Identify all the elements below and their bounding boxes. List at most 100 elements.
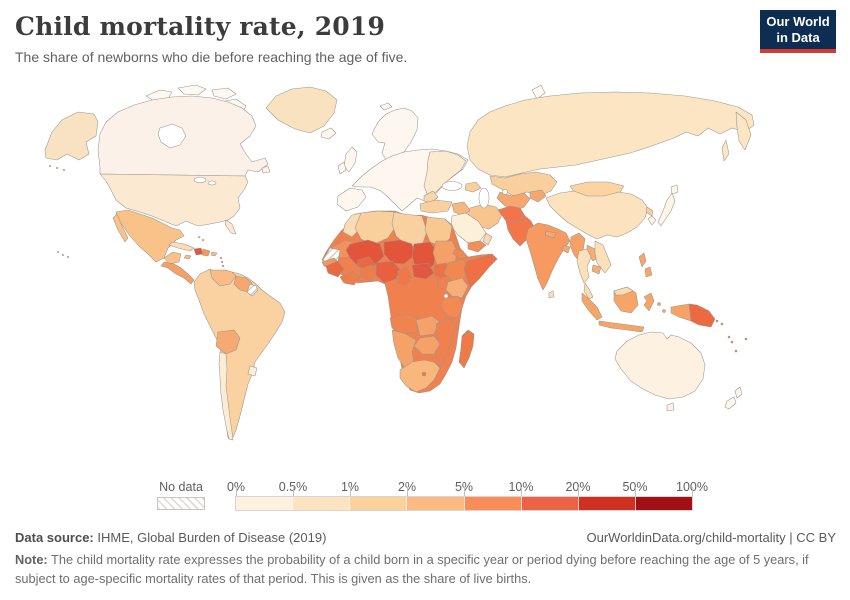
- country-australia-tasmania[interactable]: [666, 402, 675, 412]
- legend-segment[interactable]: [520, 497, 578, 510]
- country-japan-hokkaido[interactable]: [670, 184, 679, 195]
- legend-segment[interactable]: [577, 497, 635, 510]
- country-ireland[interactable]: [337, 161, 347, 175]
- legend-segment[interactable]: [406, 497, 464, 510]
- country-cuba[interactable]: [168, 241, 195, 252]
- country-tanzania[interactable]: [440, 295, 464, 319]
- country-svalbard[interactable]: [379, 102, 393, 111]
- country-russia[interactable]: [466, 91, 755, 178]
- legend-segment[interactable]: [236, 497, 293, 510]
- country-philippines[interactable]: [638, 252, 647, 268]
- country-kyrgyzstan-tajikistan[interactable]: [529, 189, 547, 203]
- country-oman[interactable]: [482, 232, 493, 246]
- country-china[interactable]: [545, 190, 649, 240]
- country-ghana-togo-benin[interactable]: [359, 264, 379, 282]
- country-usa[interactable]: [99, 173, 249, 227]
- country-yemen[interactable]: [467, 240, 487, 253]
- country-australia[interactable]: [614, 331, 706, 400]
- country-venezuela[interactable]: [209, 269, 237, 287]
- country-solomon-islands: [715, 319, 719, 323]
- country-nepal[interactable]: [544, 230, 557, 239]
- country-indonesia-moluccas: [662, 309, 666, 313]
- country-caucasus[interactable]: [464, 181, 482, 193]
- country-niger[interactable]: [383, 239, 415, 265]
- country-malaysia-borneo[interactable]: [613, 286, 634, 296]
- country-eritrea-djibouti[interactable]: [452, 248, 468, 260]
- country-india[interactable]: [525, 222, 571, 291]
- country-greenland[interactable]: [265, 86, 338, 134]
- country-south-korea[interactable]: [647, 215, 657, 226]
- country-bangladesh[interactable]: [561, 244, 571, 254]
- legend-color-bar[interactable]: [235, 496, 693, 511]
- country-chile[interactable]: [218, 351, 234, 441]
- legend-segment[interactable]: [292, 497, 350, 510]
- country-malaysia[interactable]: [583, 282, 594, 300]
- country-algeria[interactable]: [354, 210, 397, 246]
- country-new-zealand-north[interactable]: [734, 386, 743, 399]
- owid-logo[interactable]: Our World in Data: [760, 10, 836, 53]
- legend-segment[interactable]: [349, 497, 407, 510]
- country-papua-new-guinea[interactable]: [688, 303, 716, 328]
- country-new-zealand-south[interactable]: [724, 396, 737, 410]
- country-usa-florida[interactable]: [224, 219, 237, 235]
- country-iceland[interactable]: [320, 127, 337, 140]
- legend-no-data-label[interactable]: No data: [159, 480, 203, 494]
- country-balkans[interactable]: [423, 190, 439, 204]
- legend-segment[interactable]: [463, 497, 521, 510]
- country-indonesia-sulawesi[interactable]: [643, 292, 655, 312]
- country-indonesia-moluccas: [657, 302, 661, 306]
- country-yucatan[interactable]: [163, 251, 182, 265]
- owid-link[interactable]: OurWorldinData.org/child-mortality | CC …: [586, 530, 837, 545]
- country-north-korea[interactable]: [645, 206, 654, 217]
- country-ethiopia[interactable]: [443, 258, 471, 282]
- country-mali[interactable]: [345, 239, 385, 269]
- country-somalia[interactable]: [463, 253, 498, 289]
- country-jamaica[interactable]: [183, 254, 192, 260]
- country-madagascar[interactable]: [458, 329, 475, 369]
- country-nigeria[interactable]: [375, 260, 401, 284]
- country-bolivia[interactable]: [215, 329, 241, 355]
- country-canadian-arctic-islands[interactable]: [211, 87, 237, 100]
- country-dominican-republic[interactable]: [201, 248, 211, 257]
- country-south-america[interactable]: [193, 268, 286, 441]
- country-iraq-syria[interactable]: [451, 201, 471, 217]
- region-no-data-french-guiana[interactable]: [246, 283, 259, 297]
- legend-no-data-swatch[interactable]: [157, 497, 205, 510]
- country-south-africa[interactable]: [399, 359, 441, 393]
- country-thailand[interactable]: [576, 248, 592, 284]
- country-liberia-cote-divoire[interactable]: [339, 270, 361, 286]
- country-turkey[interactable]: [419, 199, 453, 214]
- country-newfoundland[interactable]: [261, 165, 271, 174]
- country-iberia[interactable]: [336, 187, 367, 212]
- country-central-african-republic[interactable]: [411, 262, 435, 280]
- country-novaya-zemlya[interactable]: [531, 84, 546, 100]
- country-kenya[interactable]: [445, 277, 469, 299]
- country-sri-lanka[interactable]: [548, 290, 555, 299]
- country-scandinavia[interactable]: [371, 107, 419, 164]
- country-russia-kamchatka[interactable]: [735, 111, 752, 151]
- country-russia-sakhalin[interactable]: [721, 139, 730, 162]
- country-japan[interactable]: [657, 192, 676, 227]
- country-turkmenistan-uzbekistan[interactable]: [496, 191, 531, 212]
- country-vietnam[interactable]: [594, 240, 612, 274]
- country-mexico-baja[interactable]: [112, 213, 129, 243]
- country-philippines[interactable]: [644, 266, 653, 278]
- country-guinea-sierra-leone[interactable]: [325, 260, 345, 278]
- legend-tick-mark: [692, 487, 693, 497]
- country-alaska[interactable]: [44, 111, 99, 161]
- country-cameroon[interactable]: [397, 266, 413, 286]
- country-lesotho[interactable]: [421, 371, 427, 377]
- country-haiti[interactable]: [193, 247, 204, 256]
- country-canadian-arctic-islands[interactable]: [177, 84, 207, 96]
- country-cambodia[interactable]: [591, 264, 602, 275]
- legend-segment[interactable]: [634, 497, 692, 510]
- country-indonesia-java[interactable]: [598, 320, 645, 333]
- country-puerto-rico[interactable]: [210, 251, 218, 257]
- country-uruguay[interactable]: [247, 365, 258, 377]
- country-central-america[interactable]: [160, 261, 195, 285]
- country-angola[interactable]: [389, 313, 419, 335]
- country-indonesia-sumatra[interactable]: [581, 292, 603, 321]
- country-indonesia-papua[interactable]: [670, 303, 692, 322]
- country-united-kingdom[interactable]: [343, 146, 358, 173]
